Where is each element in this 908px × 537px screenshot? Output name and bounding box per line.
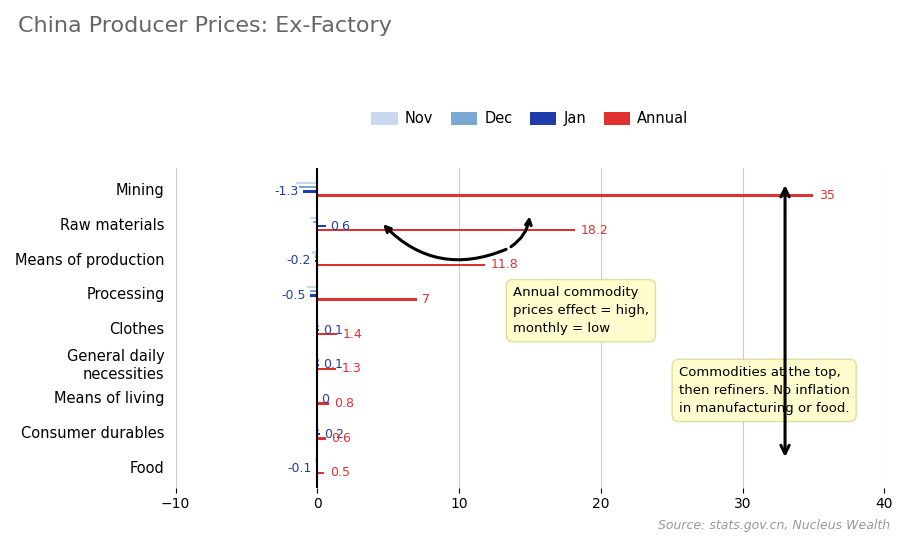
Bar	[313, 221, 317, 223]
Bar	[317, 368, 336, 370]
Bar	[314, 256, 317, 258]
Bar	[317, 299, 417, 301]
Bar	[311, 251, 317, 253]
Text: 7: 7	[422, 293, 430, 306]
Text: 35: 35	[819, 189, 835, 202]
Text: China Producer Prices: Ex-Factory: China Producer Prices: Ex-Factory	[18, 16, 392, 36]
Bar	[296, 182, 317, 184]
Bar	[317, 329, 319, 331]
Bar	[299, 186, 317, 188]
Bar	[303, 190, 317, 193]
Text: -0.2: -0.2	[286, 254, 311, 267]
Bar	[308, 286, 317, 288]
Text: 0.5: 0.5	[331, 467, 350, 480]
Bar	[317, 472, 324, 474]
Text: 0.6: 0.6	[331, 432, 351, 445]
Bar	[314, 259, 317, 262]
Text: Annual commodity
prices effect = high,
monthly = low: Annual commodity prices effect = high, m…	[513, 286, 649, 335]
Text: 11.8: 11.8	[490, 258, 518, 271]
Bar	[317, 325, 319, 327]
Bar	[317, 225, 326, 227]
Bar	[316, 463, 317, 466]
Bar	[316, 468, 317, 470]
Text: 0.1: 0.1	[323, 324, 343, 337]
Text: 0.1: 0.1	[323, 358, 343, 371]
Bar	[317, 359, 319, 362]
Text: -0.1: -0.1	[287, 462, 311, 475]
Text: 1.3: 1.3	[341, 362, 361, 375]
Bar	[317, 364, 319, 366]
Text: 0: 0	[321, 393, 330, 406]
Text: Source: stats.gov.cn, Nucleus Wealth: Source: stats.gov.cn, Nucleus Wealth	[657, 519, 890, 532]
Text: 18.2: 18.2	[581, 224, 608, 237]
Text: 0.8: 0.8	[334, 397, 354, 410]
Bar	[317, 433, 321, 436]
Bar	[311, 290, 317, 293]
Text: Commodities at the top,
then refiners. No inflation
in manufacturing or food.: Commodities at the top, then refiners. N…	[679, 366, 850, 415]
Bar	[317, 437, 326, 439]
Bar	[311, 216, 317, 219]
Text: -0.5: -0.5	[281, 289, 306, 302]
Text: -1.3: -1.3	[274, 185, 299, 198]
Bar	[317, 429, 319, 431]
Bar	[311, 294, 317, 296]
Bar	[314, 459, 317, 462]
Text: 0.6: 0.6	[331, 220, 350, 233]
Bar	[317, 402, 329, 405]
Legend: Nov, Dec, Jan, Annual: Nov, Dec, Jan, Annual	[365, 106, 695, 132]
Bar	[317, 229, 576, 231]
Bar	[317, 264, 485, 266]
Bar	[317, 194, 814, 197]
Text: 1.4: 1.4	[343, 328, 362, 341]
Text: 0.2: 0.2	[324, 427, 344, 441]
Bar	[317, 333, 337, 336]
